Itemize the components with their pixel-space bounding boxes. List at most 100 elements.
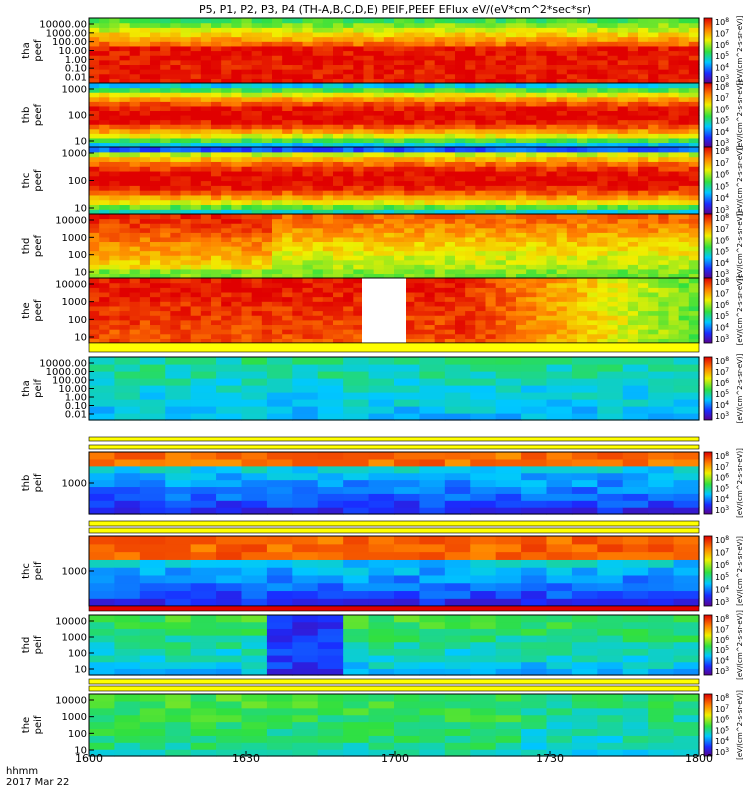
heatmap-cell: [495, 357, 522, 365]
heatmap-cell: [495, 296, 507, 302]
heatmap-cell: [688, 55, 700, 61]
heatmap-cell: [302, 92, 314, 98]
heatmap-cell: [444, 156, 456, 162]
heatmap-cell: [150, 199, 161, 206]
heatmap-cell: [241, 259, 253, 265]
heatmap-cell: [266, 413, 293, 421]
heatmap-cell: [485, 278, 497, 284]
heatmap-cell: [139, 399, 166, 407]
heatmap-cell: [668, 73, 680, 79]
heatmap-cell: [505, 204, 517, 210]
heatmap-cell: [587, 105, 598, 112]
heatmap-cell: [165, 406, 192, 414]
heatmap-cell: [165, 493, 192, 501]
heatmap-cell: [200, 296, 212, 302]
heatmap-cell: [231, 161, 243, 167]
heatmap-cell: [404, 119, 415, 125]
heatmap-cell: [521, 486, 548, 494]
heatmap-cell: [272, 250, 283, 256]
heatmap-cell: [343, 357, 370, 365]
heatmap-cell: [577, 69, 588, 75]
heatmap-cell: [505, 73, 517, 79]
heatmap-cell: [312, 250, 324, 256]
heatmap-cell: [424, 101, 436, 107]
heatmap-cell: [607, 73, 619, 79]
heatmap-cell: [139, 500, 166, 508]
heatmap-cell: [109, 255, 121, 261]
colorbar-tick-label: 108: [715, 82, 729, 92]
heatmap-cell: [627, 301, 639, 307]
heatmap-cell: [129, 101, 141, 107]
heatmap-cell: [465, 232, 476, 238]
heatmap-cell: [587, 69, 598, 75]
heatmap-cell: [99, 115, 110, 121]
heatmap-cell: [109, 329, 121, 335]
heatmap-cell: [292, 399, 319, 407]
heatmap-cell: [577, 273, 588, 279]
heatmap-cell: [200, 329, 212, 335]
heatmap-cell: [414, 199, 426, 206]
heatmap-cell: [317, 371, 344, 379]
heatmap-cell: [617, 291, 629, 298]
heatmap-cell: [170, 73, 182, 79]
heatmap-cell: [566, 246, 578, 252]
heatmap-cell: [251, 161, 263, 167]
heatmap-cell: [200, 301, 212, 307]
heatmap-cell: [190, 479, 217, 488]
heatmap-cell: [241, 250, 253, 256]
heatmap-cell: [180, 199, 192, 206]
heatmap-cell: [109, 264, 121, 270]
heatmap-cell: [129, 185, 141, 191]
heatmap-cell: [368, 364, 395, 372]
heatmap-cell: [119, 268, 131, 275]
heatmap-cell: [343, 105, 354, 112]
heatmap-cell: [99, 161, 110, 167]
heatmap-cell: [160, 315, 171, 321]
heatmap-cell: [114, 551, 141, 560]
heatmap-cell: [546, 128, 558, 134]
heatmap-cell: [129, 236, 141, 243]
heatmap-cell: [546, 236, 558, 243]
heatmap-cell: [419, 472, 446, 481]
heatmap-cell: [216, 378, 243, 386]
heatmap-cell: [363, 18, 375, 24]
heatmap-cell: [170, 315, 182, 321]
heatmap-cell: [495, 142, 507, 148]
heatmap-cell: [648, 83, 659, 89]
heatmap-cell: [333, 166, 344, 172]
heatmap-cell: [119, 124, 131, 130]
heatmap-cell: [292, 567, 319, 576]
heatmap-cell: [505, 180, 517, 186]
heatmap-cell: [597, 147, 609, 153]
heatmap-cell: [485, 31, 497, 38]
heatmap-cell: [200, 338, 212, 344]
heatmap-cell: [556, 324, 568, 330]
heatmap-cell: [470, 385, 497, 393]
heatmap-cell: [109, 291, 121, 298]
heatmap-cell: [607, 246, 619, 252]
heatmap-cell: [475, 278, 487, 284]
colorbar-tick-label: 107: [715, 462, 729, 472]
heatmap-cell: [495, 180, 507, 186]
heatmap-cell: [404, 268, 415, 275]
heatmap-cell: [312, 31, 324, 38]
heatmap-cell: [648, 180, 659, 186]
heatmap-cell: [587, 273, 598, 279]
heatmap-cell: [587, 268, 598, 275]
heatmap-cell: [526, 36, 537, 42]
heatmap-cell: [658, 223, 670, 229]
heatmap-cell: [109, 232, 121, 238]
heatmap-cell: [231, 329, 243, 335]
heatmap-cell: [241, 223, 253, 229]
heatmap-cell: [536, 287, 548, 293]
heatmap-cell: [622, 385, 649, 393]
heatmap-cell: [516, 264, 527, 270]
heatmap-cell: [114, 500, 141, 508]
heatmap-cell: [160, 250, 171, 256]
heatmap-cell: [221, 232, 232, 238]
heatmap-cell: [444, 45, 456, 52]
heatmap-cell: [165, 582, 192, 592]
heatmap-cell: [465, 137, 476, 144]
heatmap-cell: [444, 246, 456, 252]
heatmap-cell: [556, 55, 568, 61]
